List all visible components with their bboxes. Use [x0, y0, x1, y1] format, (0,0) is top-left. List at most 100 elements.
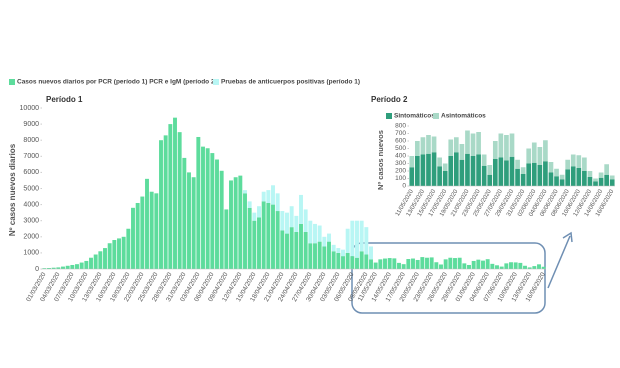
bar — [233, 177, 238, 269]
bar — [257, 206, 261, 218]
y-tick-label: 100 — [395, 175, 406, 182]
bar — [149, 191, 154, 269]
bar — [229, 180, 233, 269]
bar — [598, 172, 604, 178]
bar — [322, 236, 327, 247]
bar — [593, 178, 598, 182]
bar — [355, 257, 359, 269]
y-tick-label: 700 — [395, 130, 406, 137]
legend-label: Casos nuevos diarios por PCR (período 1)… — [17, 79, 217, 86]
bar — [442, 171, 448, 186]
bar — [518, 262, 523, 269]
bar — [75, 264, 79, 269]
panel-title: Período 1 — [46, 95, 83, 104]
bar — [582, 157, 587, 171]
bar — [431, 136, 437, 153]
bar — [313, 243, 317, 269]
bar — [303, 209, 308, 232]
y-tick-label: 6000 — [23, 169, 39, 176]
bar — [593, 181, 598, 186]
bar — [431, 152, 437, 186]
bar — [173, 117, 177, 269]
bar — [515, 168, 520, 186]
bar — [559, 174, 565, 180]
bar — [509, 133, 515, 157]
bar — [308, 243, 313, 269]
bar — [238, 175, 243, 269]
bar — [570, 166, 576, 186]
bar — [476, 132, 481, 155]
bar — [331, 244, 336, 252]
bar — [89, 257, 93, 269]
y-tick-label: 1000 — [23, 250, 39, 257]
y-axis-label: Nº casos nuevos diarios — [8, 143, 17, 236]
bar — [425, 257, 429, 269]
bar — [520, 167, 526, 174]
bar — [271, 185, 275, 205]
bar — [437, 157, 442, 167]
bar — [559, 179, 565, 186]
bar — [531, 162, 537, 186]
bar — [453, 152, 459, 186]
bar — [275, 193, 280, 212]
bar — [187, 172, 191, 269]
bar — [243, 190, 247, 194]
bar — [65, 265, 70, 269]
bar — [543, 140, 548, 162]
bar — [182, 157, 187, 269]
bar — [443, 259, 448, 269]
bar — [409, 167, 415, 186]
panel-title: Período 2 — [371, 95, 408, 104]
y-tick-label: 500 — [395, 145, 406, 152]
bar — [364, 254, 369, 269]
bar — [527, 267, 532, 269]
bar — [275, 211, 280, 269]
bar — [442, 163, 448, 171]
y-tick-label: 400 — [395, 153, 406, 160]
bar — [308, 220, 313, 244]
bar — [476, 259, 481, 269]
bar — [205, 148, 210, 269]
y-tick-label: 2000 — [23, 234, 39, 241]
bar — [369, 246, 373, 260]
bar — [126, 228, 131, 269]
bar — [378, 259, 383, 269]
bar — [420, 257, 425, 269]
bar — [159, 140, 163, 269]
bar — [322, 246, 327, 269]
bar — [257, 217, 261, 269]
bar — [415, 141, 420, 156]
bar — [434, 262, 439, 269]
bar — [439, 264, 443, 269]
bar — [42, 268, 47, 269]
bar — [247, 207, 252, 269]
bar — [112, 240, 117, 269]
bar — [554, 168, 559, 177]
bar — [280, 230, 285, 269]
bar — [541, 266, 546, 269]
bar — [448, 139, 454, 156]
bar — [103, 248, 107, 269]
bar — [406, 259, 411, 269]
bar — [168, 124, 173, 269]
legend-label: Pruebas de anticuerpos positivas (períod… — [221, 79, 360, 86]
bar — [261, 191, 266, 202]
bar — [420, 154, 426, 186]
bar — [548, 172, 554, 186]
bar — [548, 162, 554, 173]
y-tick-label: 3000 — [23, 218, 39, 225]
bar — [47, 268, 51, 269]
bar — [487, 165, 493, 175]
bar — [317, 225, 322, 242]
y-axis-label: Nº casos nuevos — [376, 130, 385, 190]
bar — [271, 204, 275, 269]
bar — [51, 267, 56, 269]
bar — [79, 262, 84, 269]
bar — [509, 156, 515, 186]
bar — [294, 231, 299, 269]
bar — [285, 212, 289, 234]
bar — [498, 157, 504, 186]
y-tick-label: 5000 — [23, 185, 39, 192]
bar — [336, 252, 341, 269]
